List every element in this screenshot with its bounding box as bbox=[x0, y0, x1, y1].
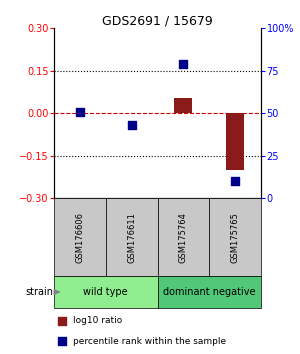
Bar bbox=[106, 198, 158, 276]
Point bbox=[233, 178, 238, 184]
Title: GDS2691 / 15679: GDS2691 / 15679 bbox=[102, 14, 213, 27]
Bar bbox=[158, 198, 209, 276]
Point bbox=[60, 338, 65, 344]
Point bbox=[60, 318, 65, 324]
Point bbox=[77, 109, 82, 114]
Bar bbox=[226, 113, 244, 170]
Text: strain: strain bbox=[25, 287, 53, 297]
Text: GSM176606: GSM176606 bbox=[75, 212, 84, 263]
Text: percentile rank within the sample: percentile rank within the sample bbox=[73, 337, 226, 346]
Point bbox=[129, 122, 134, 128]
Bar bbox=[54, 198, 106, 276]
Text: dominant negative: dominant negative bbox=[163, 287, 256, 297]
Text: GSM175764: GSM175764 bbox=[179, 212, 188, 263]
Bar bbox=[54, 276, 158, 308]
Text: wild type: wild type bbox=[83, 287, 128, 297]
Bar bbox=[174, 98, 192, 113]
Point bbox=[181, 61, 186, 67]
Bar bbox=[158, 276, 261, 308]
Bar bbox=[209, 198, 261, 276]
Text: GSM175765: GSM175765 bbox=[231, 212, 240, 263]
Text: log10 ratio: log10 ratio bbox=[73, 316, 122, 325]
Text: GSM176611: GSM176611 bbox=[127, 212, 136, 263]
